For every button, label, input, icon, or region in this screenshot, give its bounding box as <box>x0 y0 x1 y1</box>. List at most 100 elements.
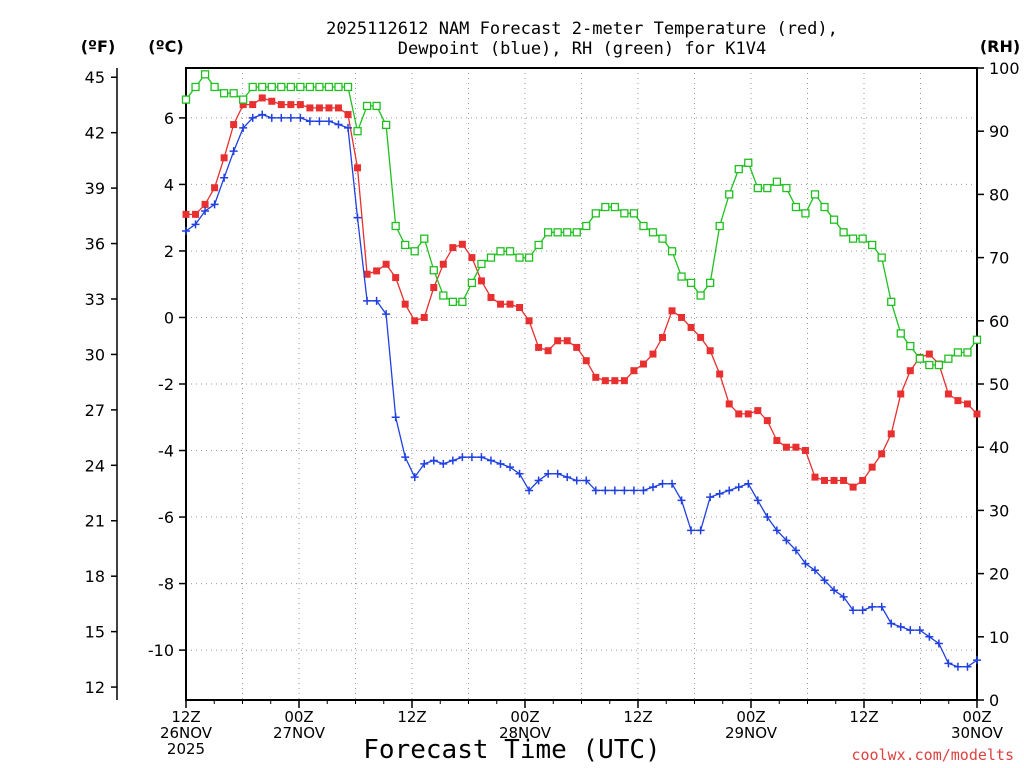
data-point-rh <box>420 234 429 243</box>
data-point-temperature <box>487 294 495 302</box>
data-point-dewpoint <box>267 113 276 122</box>
data-point-dewpoint <box>277 113 286 122</box>
data-point-dewpoint <box>582 476 591 485</box>
data-point-temperature <box>496 300 504 308</box>
data-point-rh <box>753 183 762 193</box>
chart-title-line-1: 2025112612 NAM Forecast 2-meter Temperat… <box>326 19 838 39</box>
data-point-dewpoint <box>715 489 724 498</box>
data-point-temperature <box>830 476 838 484</box>
data-point-dewpoint <box>239 123 248 132</box>
data-point-temperature <box>878 450 886 458</box>
data-point-temperature <box>449 244 457 252</box>
data-point-temperature <box>811 473 819 481</box>
data-point-dewpoint <box>525 486 534 495</box>
data-point-rh <box>639 221 648 231</box>
data-point-rh <box>353 127 362 136</box>
data-point-rh <box>248 82 257 92</box>
celsius-tick-label: -8 <box>158 575 174 594</box>
data-point-temperature <box>258 94 266 102</box>
data-point-dewpoint <box>629 486 638 495</box>
data-point-dewpoint <box>801 559 810 568</box>
data-point-temperature <box>392 274 400 282</box>
data-point-dewpoint <box>544 469 553 478</box>
x-tick-label: 00Z <box>962 708 991 726</box>
data-point-temperature <box>287 101 295 109</box>
data-point-dewpoint <box>401 453 410 462</box>
data-point-rh <box>734 164 743 174</box>
celsius-tick-label: 6 <box>164 109 174 128</box>
data-point-temperature <box>411 317 419 325</box>
data-point-dewpoint <box>820 576 829 585</box>
data-point-temperature <box>925 350 933 358</box>
data-point-temperature <box>801 447 809 455</box>
fahrenheit-tick-label: 30 <box>85 345 105 364</box>
data-point-dewpoint <box>191 220 200 229</box>
data-point-temperature <box>382 260 390 268</box>
data-point-temperature <box>220 154 228 162</box>
data-point-dewpoint <box>201 207 210 216</box>
data-point-rh <box>744 158 753 167</box>
x-tick-label: 12Z <box>171 708 200 726</box>
data-point-rh <box>648 228 658 237</box>
data-point-rh <box>801 209 810 218</box>
data-point-temperature <box>687 323 695 331</box>
data-point-dewpoint <box>448 456 457 465</box>
data-point-rh <box>534 240 543 250</box>
data-point-temperature <box>544 347 552 355</box>
fahrenheit-tick-label: 36 <box>85 235 105 254</box>
data-point-dewpoint <box>953 662 962 671</box>
data-point-temperature <box>354 164 362 172</box>
fahrenheit-tick-label: 24 <box>85 456 105 475</box>
data-point-rh <box>439 291 448 300</box>
x-tick-label: 27NOV <box>273 724 326 742</box>
data-point-dewpoint <box>420 459 429 468</box>
data-point-rh <box>610 202 620 212</box>
data-point-temperature <box>268 97 276 105</box>
data-point-rh <box>877 253 886 262</box>
data-point-rh <box>763 183 772 193</box>
data-point-dewpoint <box>620 486 629 495</box>
data-point-dewpoint <box>372 296 381 305</box>
data-point-dewpoint <box>572 476 581 485</box>
data-point-rh <box>258 82 267 92</box>
data-point-rh <box>858 234 867 243</box>
data-point-dewpoint <box>515 469 524 478</box>
data-point-temperature <box>887 430 895 438</box>
data-point-rh <box>944 354 953 363</box>
x-tick-label: 28NOV <box>499 724 552 742</box>
data-point-temperature <box>973 410 981 418</box>
data-point-temperature <box>678 313 686 321</box>
data-point-rh <box>267 82 276 92</box>
data-point-dewpoint <box>810 566 819 575</box>
data-point-dewpoint <box>344 123 353 132</box>
data-point-temperature <box>344 111 352 119</box>
fahrenheit-tick-label: 15 <box>85 623 105 642</box>
data-point-temperature <box>334 104 342 112</box>
data-point-temperature <box>239 101 247 109</box>
data-point-temperature <box>249 101 257 109</box>
data-point-dewpoint <box>477 453 486 462</box>
x-tick-label: 29NOV <box>725 724 778 742</box>
data-point-dewpoint <box>210 200 219 209</box>
data-point-temperature <box>201 200 209 208</box>
data-point-dewpoint <box>648 483 657 492</box>
data-point-dewpoint <box>906 626 915 635</box>
data-point-rh <box>820 202 829 212</box>
data-point-temperature <box>821 476 829 484</box>
data-point-dewpoint <box>668 479 677 488</box>
data-point-temperature <box>373 267 381 275</box>
data-point-rh <box>429 266 438 275</box>
data-point-dewpoint <box>887 619 896 628</box>
celsius-tick-label: -4 <box>158 442 174 461</box>
data-point-temperature <box>944 390 952 398</box>
data-point-temperature <box>630 367 638 375</box>
data-point-rh <box>658 234 667 243</box>
rh-tick-label: 20 <box>989 565 1009 584</box>
data-point-rh <box>219 89 229 98</box>
fahrenheit-tick-label: 18 <box>85 567 105 586</box>
data-point-dewpoint <box>553 469 562 478</box>
data-point-rh <box>296 82 305 92</box>
data-point-rh <box>934 360 944 370</box>
data-point-dewpoint <box>486 456 495 465</box>
